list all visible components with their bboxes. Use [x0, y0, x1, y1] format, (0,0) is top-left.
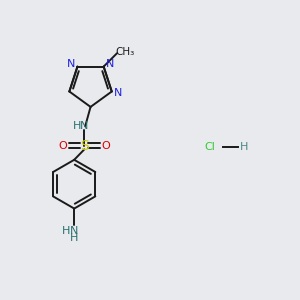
- Text: H: H: [239, 142, 248, 152]
- Text: H: H: [70, 233, 78, 243]
- Text: Cl: Cl: [204, 142, 215, 152]
- Text: N: N: [70, 226, 78, 236]
- Text: N: N: [114, 88, 122, 98]
- Text: N: N: [80, 121, 88, 131]
- Text: O: O: [102, 140, 110, 151]
- Text: N: N: [67, 59, 75, 69]
- Text: H: H: [62, 226, 70, 236]
- Text: S: S: [80, 139, 89, 152]
- Text: CH₃: CH₃: [116, 47, 135, 57]
- Text: H: H: [73, 121, 81, 131]
- Text: N: N: [105, 59, 114, 69]
- Text: O: O: [58, 140, 67, 151]
